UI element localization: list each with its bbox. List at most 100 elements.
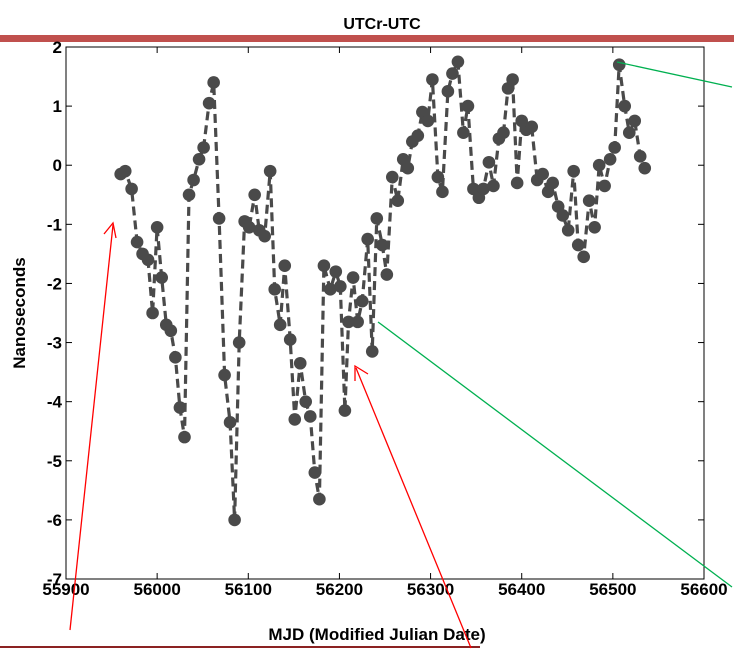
data-point bbox=[197, 141, 210, 154]
data-point bbox=[150, 220, 164, 234]
data-point bbox=[223, 416, 237, 429]
data-point bbox=[155, 271, 168, 284]
data-point bbox=[355, 294, 369, 308]
data-point bbox=[218, 368, 231, 382]
plot-frame bbox=[65, 46, 705, 580]
data-point bbox=[588, 220, 601, 234]
data-point bbox=[431, 170, 445, 184]
data-point bbox=[242, 220, 256, 234]
data-point bbox=[263, 164, 277, 178]
data-point bbox=[608, 141, 621, 154]
data-point bbox=[317, 259, 331, 273]
axis-ticks bbox=[65, 46, 705, 580]
data-point bbox=[510, 176, 524, 190]
x-tick-label: 55900 bbox=[42, 580, 89, 599]
data-point bbox=[178, 430, 191, 444]
data-point bbox=[592, 158, 606, 172]
y-tick-label: 1 bbox=[53, 97, 62, 116]
green-callout-line-top bbox=[616, 61, 733, 88]
data-point bbox=[365, 345, 379, 358]
data-point bbox=[283, 333, 297, 346]
data-point bbox=[618, 99, 632, 113]
data-point bbox=[182, 188, 196, 202]
data-point bbox=[118, 164, 132, 178]
data-point bbox=[146, 306, 159, 320]
data-point bbox=[268, 283, 282, 296]
x-tick-label: 56300 bbox=[407, 580, 454, 599]
data-point bbox=[577, 250, 590, 264]
data-point bbox=[612, 58, 626, 72]
data-point bbox=[308, 466, 322, 479]
y-tick-label: -3 bbox=[47, 334, 62, 353]
header-band bbox=[0, 35, 734, 42]
data-point bbox=[497, 126, 510, 140]
y-tick-label: -5 bbox=[47, 452, 62, 471]
y-tick-label: 2 bbox=[53, 38, 62, 57]
callouts bbox=[69, 61, 733, 649]
data-point bbox=[232, 336, 246, 349]
x-tick-label: 56100 bbox=[225, 580, 272, 599]
data-point bbox=[130, 235, 144, 249]
data-point bbox=[603, 153, 617, 166]
data-point bbox=[125, 182, 138, 196]
red-arrowhead-left bbox=[103, 221, 117, 239]
data-point bbox=[273, 318, 287, 332]
data-point bbox=[169, 351, 182, 364]
data-point bbox=[338, 404, 352, 417]
y-tick-label: 0 bbox=[53, 156, 62, 175]
data-point bbox=[278, 259, 292, 273]
series-line bbox=[119, 55, 647, 520]
data-point bbox=[303, 410, 317, 423]
x-tick-label: 56200 bbox=[316, 580, 363, 599]
data-point bbox=[401, 161, 415, 175]
footer-bar bbox=[0, 646, 480, 648]
data-point bbox=[628, 114, 642, 128]
data-point bbox=[313, 492, 326, 506]
x-tick-label: 56000 bbox=[134, 580, 181, 599]
data-point bbox=[385, 170, 399, 184]
data-point bbox=[212, 212, 226, 225]
data-point bbox=[192, 153, 206, 166]
data-point bbox=[346, 271, 360, 284]
chart-title: UTCr-UTC bbox=[343, 16, 421, 33]
data-point bbox=[421, 114, 435, 128]
data-point bbox=[436, 185, 449, 199]
y-tick-label: -4 bbox=[47, 393, 63, 412]
data-point bbox=[299, 395, 313, 408]
data-point bbox=[334, 280, 347, 293]
y-tick-label: -7 bbox=[47, 570, 62, 589]
data-point bbox=[391, 194, 405, 207]
y-tick-label: -1 bbox=[47, 215, 62, 234]
data-point bbox=[248, 188, 261, 202]
red-callout-line-mid bbox=[355, 367, 472, 649]
x-axis-label: MJD (Modified Julian Date) bbox=[268, 625, 485, 644]
data-point bbox=[342, 315, 355, 329]
red-callout-line-left bbox=[69, 224, 114, 631]
data-point bbox=[351, 315, 364, 329]
data-point bbox=[207, 76, 220, 89]
data-point bbox=[288, 413, 302, 426]
data-point bbox=[582, 194, 596, 207]
data-point bbox=[525, 120, 539, 134]
y-tick-label: -6 bbox=[47, 511, 62, 530]
data-point bbox=[506, 73, 519, 86]
data-point bbox=[329, 265, 343, 278]
data-point bbox=[375, 238, 389, 252]
x-tick-label: 56600 bbox=[680, 580, 727, 599]
data-point bbox=[173, 401, 187, 414]
data-point bbox=[598, 179, 611, 193]
green-callout-line-mid bbox=[377, 321, 733, 588]
data-point bbox=[187, 173, 200, 187]
data-point bbox=[441, 85, 455, 98]
data-point bbox=[324, 283, 337, 296]
data-point bbox=[556, 209, 570, 222]
data-point bbox=[477, 182, 490, 196]
x-tick-label: 56400 bbox=[498, 580, 545, 599]
data-point bbox=[141, 253, 155, 267]
data-point bbox=[361, 232, 374, 246]
data-point bbox=[546, 176, 560, 190]
data-point bbox=[638, 161, 652, 175]
data-point bbox=[561, 223, 575, 237]
data-point bbox=[567, 164, 580, 178]
